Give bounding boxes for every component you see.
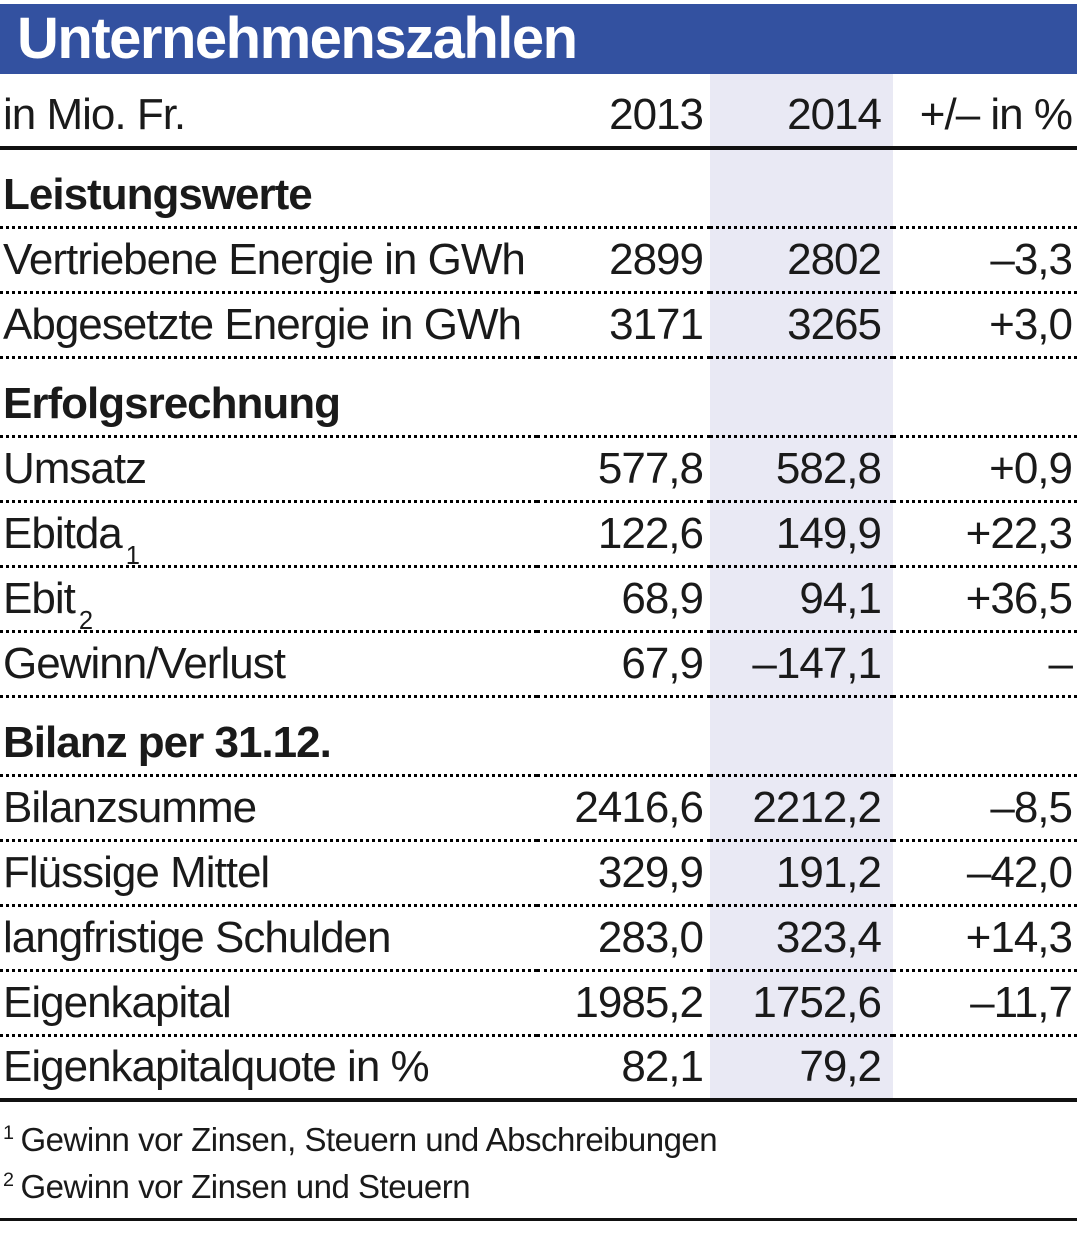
section-heading: Erfolgsrechnung — [0, 359, 537, 438]
value-2013: 577,8 — [537, 438, 710, 503]
value-change — [893, 1037, 1077, 1102]
footnote-2-marker: 2 — [3, 1169, 14, 1191]
value-2014: 2212,2 — [710, 777, 893, 842]
section-heading: Bilanz per 31.12. — [0, 698, 537, 777]
value-2014: 582,8 — [710, 438, 893, 503]
footnote-1-text: Gewinn vor Zinsen, Steuern und Abschreib… — [20, 1121, 718, 1158]
value-2014: 1752,6 — [710, 972, 893, 1037]
value-2014: 149,9 — [710, 503, 893, 568]
value-change: +0,9 — [893, 438, 1077, 503]
value-2014: 3265 — [710, 294, 893, 359]
value-2013: 329,9 — [537, 842, 710, 907]
value-2013: 2899 — [537, 229, 710, 294]
data-row: Vertriebene Energie in GWh 2899 2802 –3,3 — [0, 229, 1077, 294]
data-row: Bilanzsumme 2416,6 2212,2 –8,5 — [0, 777, 1077, 842]
row-label: Vertriebene Energie in GWh — [0, 229, 537, 294]
table-body: Leistungswerte Vertriebene Energie in GWh… — [0, 150, 1077, 1102]
data-row: langfristige Schulden 283,0 323,4 +14,3 — [0, 907, 1077, 972]
section-empty-2013 — [537, 150, 710, 229]
value-2014: 94,1 — [710, 568, 893, 633]
footnote-1-marker: 1 — [3, 1122, 14, 1144]
row-label: Eigenkapitalquote in % — [0, 1037, 537, 1102]
value-2014: 79,2 — [710, 1037, 893, 1102]
data-row: Ebit 2 68,9 94,1 +36,5 — [0, 568, 1077, 634]
data-row: Ebitda 1 122,6 149,9 +22,3 — [0, 503, 1077, 569]
value-change: +22,3 — [893, 503, 1077, 568]
section-header-row: Erfolgsrechnung — [0, 359, 1077, 438]
section-empty-2013 — [537, 359, 710, 438]
section-empty-2014 — [710, 359, 893, 438]
value-change: –3,3 — [893, 229, 1077, 294]
value-change: – — [893, 633, 1077, 698]
unit-label: in Mio. Fr. — [0, 74, 537, 150]
footnote-2: 2 Gewinn vor Zinsen und Steuern — [3, 1163, 1077, 1210]
value-2014: –147,1 — [710, 633, 893, 698]
section-header-row: Leistungswerte — [0, 150, 1077, 229]
row-label: langfristige Schulden — [0, 907, 537, 972]
section-empty-2014 — [710, 698, 893, 777]
section-empty-2013 — [537, 698, 710, 777]
section-empty-change — [893, 359, 1077, 438]
table-title: Unternehmenszahlen — [17, 6, 578, 71]
value-change: +14,3 — [893, 907, 1077, 972]
data-row: Flüssige Mittel 329,9 191,2 –42,0 — [0, 842, 1077, 907]
column-header-row: in Mio. Fr. 2013 2014 +/– in % — [0, 74, 1077, 150]
value-change: –8,5 — [893, 777, 1077, 842]
value-2014: 2802 — [710, 229, 893, 294]
value-change: –11,7 — [893, 972, 1077, 1037]
value-2013: 68,9 — [537, 568, 710, 633]
data-row: Eigenkapitalquote in % 82,1 79,2 — [0, 1037, 1077, 1102]
row-label: Ebit 2 — [0, 568, 537, 634]
data-row: Gewinn/Verlust 67,9 –147,1– — [0, 633, 1077, 698]
column-header-2014: 2014 — [710, 74, 893, 150]
footnote-1: 1 Gewinn vor Zinsen, Steuern und Abschrei… — [3, 1116, 1077, 1163]
row-label: Bilanzsumme — [0, 777, 537, 842]
row-label: Gewinn/Verlust — [0, 633, 537, 698]
data-row: Umsatz 577,8 582,8 +0,9 — [0, 438, 1077, 503]
value-2013: 283,0 — [537, 907, 710, 972]
footnote-2-text: Gewinn vor Zinsen und Steuern — [20, 1168, 471, 1205]
value-2013: 3171 — [537, 294, 710, 359]
value-change: –42,0 — [893, 842, 1077, 907]
row-label: Abgesetzte Energie in GWh — [0, 294, 537, 359]
data-row: Eigenkapital 1985,2 1752,6 –11,7 — [0, 972, 1077, 1037]
data-row: Abgesetzte Energie in GWh 3171 3265 +3,0 — [0, 294, 1077, 359]
section-header-row: Bilanz per 31.12. — [0, 698, 1077, 777]
section-empty-2014 — [710, 150, 893, 229]
value-2013: 82,1 — [537, 1037, 710, 1102]
value-change: +36,5 — [893, 568, 1077, 633]
title-banner: Unternehmenszahlen — [0, 4, 1077, 74]
value-change: +3,0 — [893, 294, 1077, 359]
section-empty-change — [893, 698, 1077, 777]
section-empty-change — [893, 150, 1077, 229]
value-2013: 2416,6 — [537, 777, 710, 842]
column-header-2013: 2013 — [537, 74, 710, 150]
value-2013: 67,9 — [537, 633, 710, 698]
value-2014: 191,2 — [710, 842, 893, 907]
row-label: Ebitda 1 — [0, 503, 537, 569]
row-label: Umsatz — [0, 438, 537, 503]
value-2013: 122,6 — [537, 503, 710, 568]
footnotes: 1 Gewinn vor Zinsen, Steuern und Abschrei… — [0, 1102, 1077, 1221]
row-label: Flüssige Mittel — [0, 842, 537, 907]
value-2013: 1985,2 — [537, 972, 710, 1037]
row-label: Eigenkapital — [0, 972, 537, 1037]
value-2014: 323,4 — [710, 907, 893, 972]
column-header-change: +/– in % — [893, 74, 1077, 150]
section-heading: Leistungswerte — [0, 150, 537, 229]
